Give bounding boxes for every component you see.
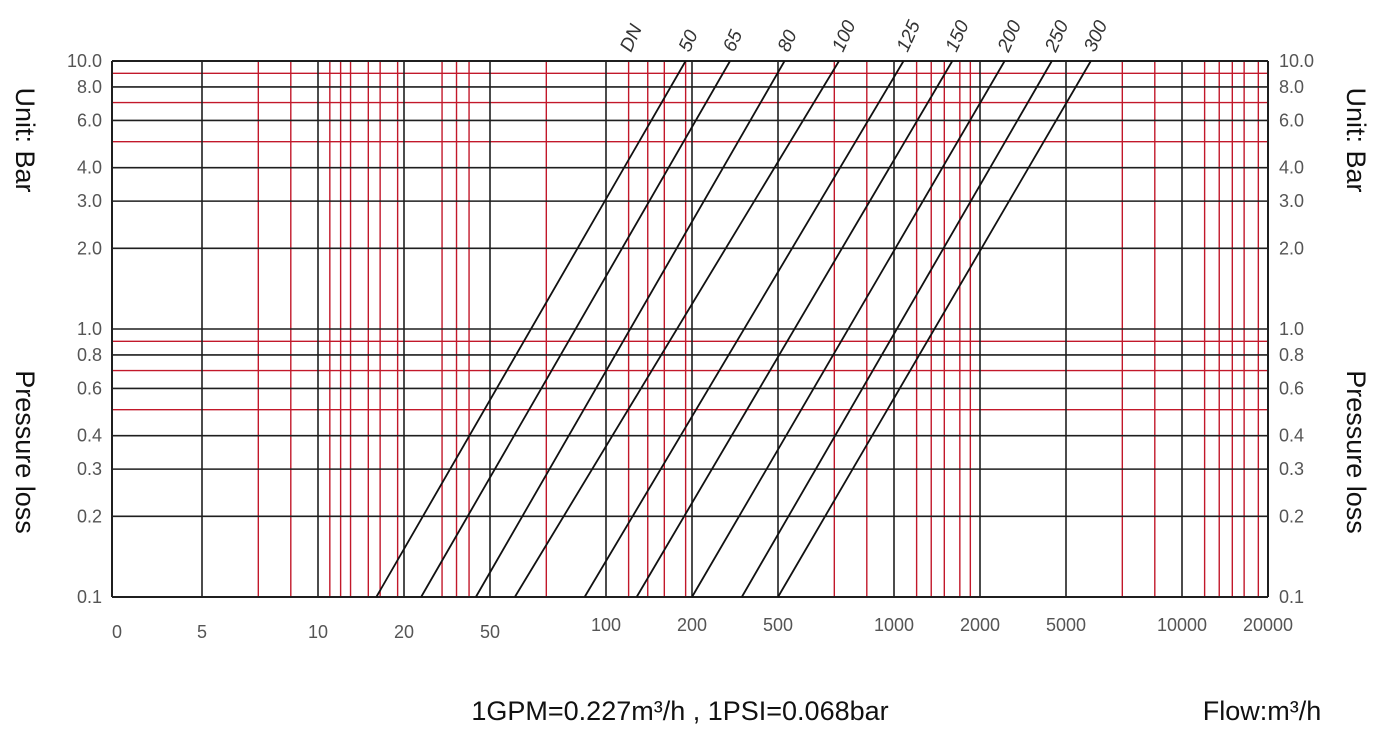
x-tick-label: 10 — [308, 622, 328, 642]
series-line-dn-50 — [375, 60, 687, 598]
x-tick-label: 2000 — [960, 615, 1000, 635]
series-lines — [375, 60, 1092, 598]
y-tick-label-left: 0.2 — [77, 506, 102, 526]
series-line-dn-65 — [420, 60, 731, 598]
y-tick-label-left: 0.3 — [77, 459, 102, 479]
y-tick-label-left: 10.0 — [67, 51, 102, 71]
y-tick-label-right: 6.0 — [1279, 110, 1304, 130]
y-axis-title-bottom-right: Pressure loss — [1341, 370, 1371, 534]
series-label-dn-65: 65 — [719, 27, 747, 55]
y-tick-label-right: 0.8 — [1279, 345, 1304, 365]
y-tick-label-right: 2.0 — [1279, 238, 1304, 258]
x-tick-label: 5 — [197, 622, 207, 642]
y-tick-label-left: 6.0 — [77, 110, 102, 130]
y-tick-label-right: 0.1 — [1279, 587, 1304, 607]
series-line-dn-200 — [691, 60, 1006, 598]
x-tick-label: 1000 — [874, 615, 914, 635]
x-tick-label: 50 — [480, 622, 500, 642]
series-line-dn-100 — [514, 60, 840, 598]
y-axis-title-bottom-left: Pressure loss — [10, 370, 40, 534]
y-tick-label-right: 0.4 — [1279, 426, 1304, 446]
y-tick-label-right: 0.6 — [1279, 378, 1304, 398]
x-tick-label: 20000 — [1243, 615, 1293, 635]
y-tick-label-right: 3.0 — [1279, 191, 1304, 211]
y-axis-title-top-right: Unit: Bar — [1341, 87, 1371, 192]
y-tick-label-left: 3.0 — [77, 191, 102, 211]
y-tick-label-right: 0.2 — [1279, 506, 1304, 526]
series-line-dn-300 — [777, 60, 1092, 598]
x-axis-title: Flow:m³/h — [1203, 696, 1322, 726]
series-label-dn-50: 50 — [675, 27, 703, 55]
y-tick-label-left: 8.0 — [77, 77, 102, 97]
y-tick-label-left: 0.8 — [77, 345, 102, 365]
y-tick-label-right: 4.0 — [1279, 158, 1304, 178]
x-tick-label: 20 — [394, 622, 414, 642]
series-line-dn-80 — [475, 60, 786, 598]
y-tick-label-left: 0.6 — [77, 378, 102, 398]
series-label-dn-100: 100 — [828, 17, 860, 55]
series-label-dn-125: 125 — [893, 17, 925, 55]
x-tick-label: 500 — [763, 615, 793, 635]
conversion-note: 1GPM=0.227m³/h , 1PSI=0.068bar — [471, 696, 888, 726]
black-gridlines — [111, 60, 1269, 598]
series-label-dn-300: 300 — [1080, 17, 1112, 55]
series-label-dn-200: 200 — [994, 17, 1027, 56]
series-line-dn-150 — [635, 60, 954, 598]
series-label-dn-80: 80 — [774, 27, 802, 55]
series-label-dn-150: 150 — [942, 17, 974, 55]
x-tick-label: 200 — [677, 615, 707, 635]
y-tick-label-right: 0.3 — [1279, 459, 1304, 479]
x-tick-label: 5000 — [1046, 615, 1086, 635]
y-tick-label-right: 1.0 — [1279, 319, 1304, 339]
y-tick-label-left: 0.1 — [77, 587, 102, 607]
y-tick-label-left: 0.4 — [77, 426, 102, 446]
x-tick-label: 10000 — [1157, 615, 1207, 635]
series-line-dn-250 — [741, 60, 1053, 598]
series-line-dn-125 — [583, 60, 905, 598]
series-header-dn: DN — [616, 21, 646, 55]
y-tick-label-left: 4.0 — [77, 158, 102, 178]
y-tick-label-left: 2.0 — [77, 238, 102, 258]
y-tick-label-left: 1.0 — [77, 319, 102, 339]
x-tick-label: 0 — [112, 622, 122, 642]
y-axis-title-top-left: Unit: Bar — [10, 87, 40, 192]
series-label-dn-250: 250 — [1041, 17, 1074, 56]
y-tick-label-right: 8.0 — [1279, 77, 1304, 97]
y-tick-label-right: 10.0 — [1279, 51, 1314, 71]
x-tick-label: 100 — [591, 615, 621, 635]
